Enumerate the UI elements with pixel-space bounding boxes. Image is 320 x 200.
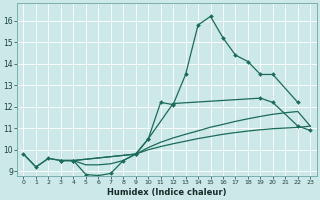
X-axis label: Humidex (Indice chaleur): Humidex (Indice chaleur): [107, 188, 227, 197]
